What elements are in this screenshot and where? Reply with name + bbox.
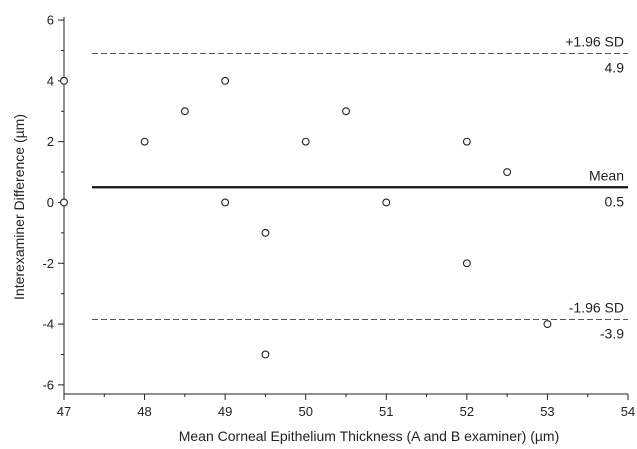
data-point: [261, 350, 270, 359]
x-axis-title: Mean Corneal Epithelium Thickness (A and…: [179, 428, 560, 444]
data-point: [342, 107, 350, 116]
upper-loa-value: 4.9: [605, 59, 625, 75]
data-point: [140, 137, 149, 146]
upper-loa-label: +1.96 SD: [565, 33, 624, 49]
data-point: [503, 168, 512, 177]
y-tick-label: 6: [47, 13, 54, 28]
mean-value: 0.5: [605, 193, 625, 209]
x-tick-label: 49: [218, 404, 232, 419]
y-tick-label: -2: [42, 256, 54, 271]
data-points: [60, 76, 552, 359]
data-point: [221, 198, 230, 207]
y-axis-title: Interexaminer Difference (µm): [11, 114, 27, 300]
x-tick-label: 51: [379, 404, 393, 419]
data-point: [60, 198, 68, 207]
data-point: [462, 259, 471, 268]
x-tick-label: 48: [137, 404, 151, 419]
data-point: [301, 137, 310, 146]
data-point: [180, 107, 189, 116]
data-point: [221, 76, 230, 85]
lower-loa-value: -3.9: [600, 326, 624, 342]
y-tick-label: 2: [47, 134, 54, 149]
reference-lines: +1.96 SD 4.9 Mean 0.5 -1.96 SD -3.9: [92, 33, 628, 342]
data-point: [261, 228, 270, 237]
x-tick-label: 54: [621, 404, 635, 419]
data-point: [543, 320, 552, 329]
x-tick-label: 53: [540, 404, 554, 419]
y-tick-label: -6: [42, 377, 54, 392]
lower-loa-label: -1.96 SD: [569, 300, 624, 316]
x-tick-label: 50: [298, 404, 312, 419]
x-tick-label: 47: [57, 404, 71, 419]
y-tick-label: 0: [47, 195, 54, 210]
data-point: [60, 76, 68, 85]
y-axis-ticks: -6 -4 -2 0 2 4 6: [42, 13, 64, 392]
y-tick-label: -4: [42, 317, 54, 332]
x-tick-label: 52: [460, 404, 474, 419]
x-axis-ticks: 47 48 49 50 51 52 53 54: [57, 394, 635, 419]
data-point: [462, 137, 471, 146]
y-tick-label: 4: [47, 73, 54, 88]
data-point: [382, 198, 391, 207]
mean-label: Mean: [589, 167, 624, 183]
